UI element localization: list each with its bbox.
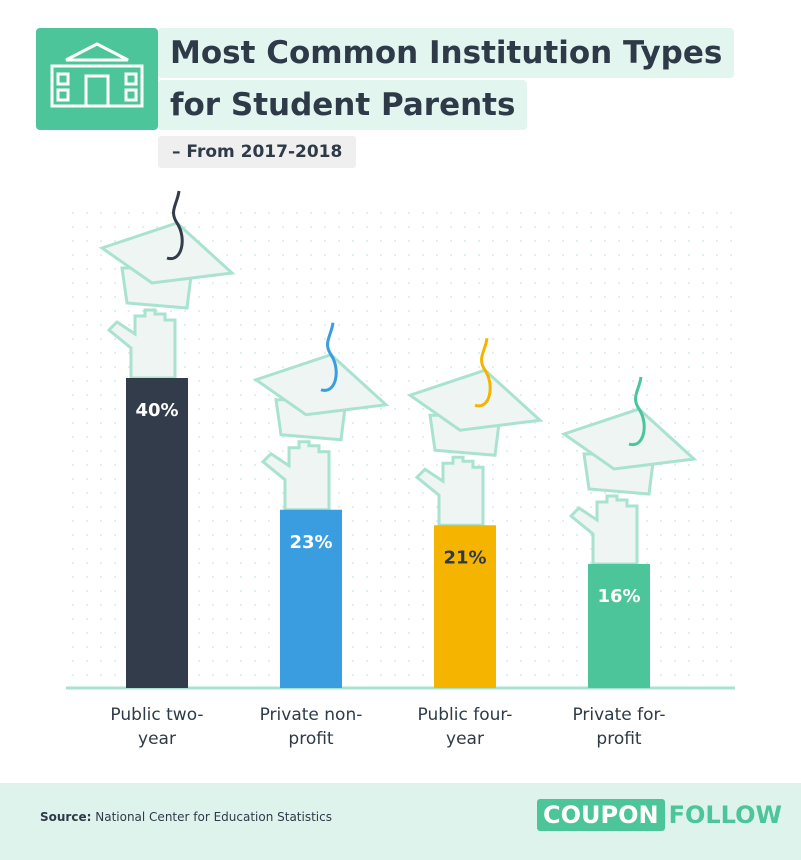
cap-board: [560, 407, 698, 471]
hand: [260, 440, 331, 512]
value-label: 23%: [289, 532, 332, 553]
bar: [588, 564, 650, 688]
cap-board: [252, 353, 390, 417]
hand: [568, 494, 639, 566]
brand-part: COUPON: [537, 799, 665, 831]
cap-board: [406, 368, 544, 432]
building-icon: [50, 42, 144, 108]
tassel: [628, 376, 646, 447]
category-label: Private non-profit: [259, 705, 363, 749]
hand: [106, 308, 177, 380]
subtitle: – From 2017-2018: [158, 136, 357, 168]
category-label: Public two-year: [110, 705, 204, 749]
source-text: National Center for Education Statistics: [95, 810, 332, 824]
bar: [434, 525, 496, 688]
source-label: Source:: [40, 810, 92, 824]
hand: [414, 455, 485, 527]
bar: [280, 509, 342, 688]
category-label: Private for-profit: [572, 705, 666, 749]
brand-part: FOLLOW: [668, 801, 782, 829]
value-label: 21%: [443, 547, 486, 568]
category-label: Public four-year: [417, 705, 513, 749]
title-line: for Student Parents: [158, 80, 528, 130]
title-line: Most Common Institution Types: [158, 28, 735, 78]
value-label: 16%: [597, 586, 640, 607]
tassel: [166, 190, 184, 261]
cap-board: [98, 221, 236, 285]
source: Source: National Center for Education St…: [40, 810, 332, 824]
bar: [126, 378, 188, 688]
footer: Source: National Center for Education St…: [0, 783, 801, 860]
tassel: [320, 322, 338, 392]
value-label: 40%: [135, 400, 178, 421]
brand: COUPON FOLLOW: [537, 799, 782, 831]
tassel: [474, 337, 492, 408]
